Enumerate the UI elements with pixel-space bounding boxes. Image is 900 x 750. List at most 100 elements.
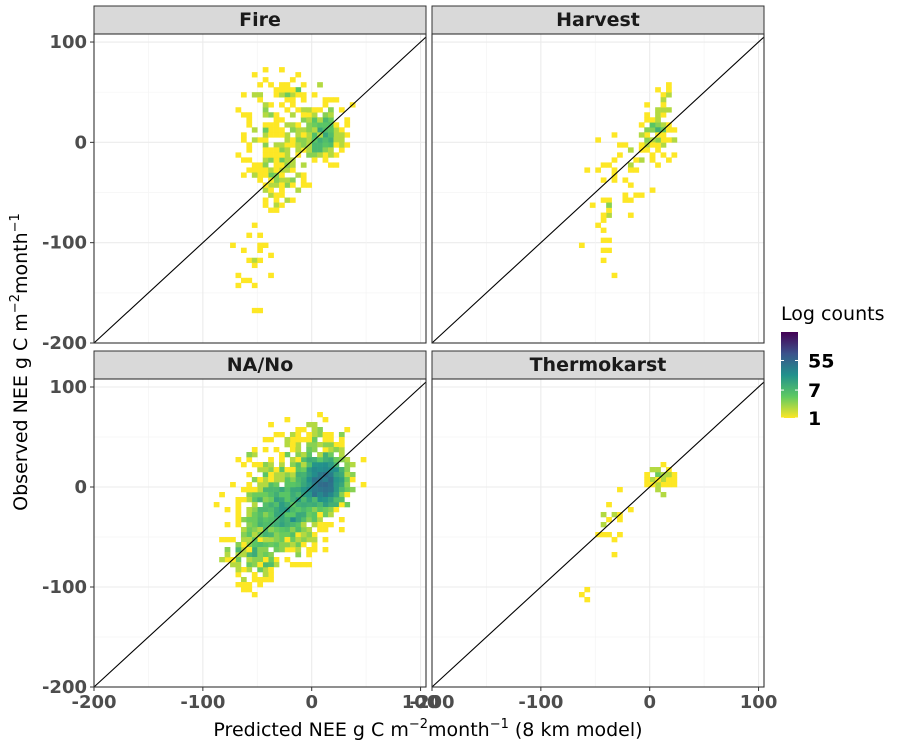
bin-tile: [246, 527, 253, 533]
bin-tile: [268, 527, 274, 533]
bin-tile: [262, 162, 269, 168]
bin-tile: [666, 127, 672, 133]
one-to-one-line: [93, 381, 427, 688]
bin-tile: [224, 537, 231, 543]
bin-tile: [268, 552, 274, 558]
bin-tile: [644, 482, 650, 488]
bin-tile: [251, 307, 258, 314]
bin-tile: [328, 522, 334, 528]
bin-tile: [617, 152, 623, 158]
one-to-one-line: [431, 381, 765, 688]
bin-tile: [284, 137, 291, 143]
bin-tile: [279, 537, 285, 543]
bin-tile: [246, 512, 253, 518]
bin-tile: [235, 107, 242, 113]
x-tick-label: -200: [71, 692, 116, 713]
bin-tile: [627, 212, 634, 218]
bin-tile: [322, 497, 329, 503]
bin-tile: [295, 462, 302, 468]
bin-tile: [246, 452, 253, 458]
bin-tile: [279, 117, 285, 123]
bin-tile: [262, 512, 269, 518]
bin-tile: [328, 472, 334, 478]
bin-tile: [289, 442, 296, 448]
bin-tile: [655, 147, 661, 153]
bin-tile: [246, 147, 253, 153]
bin-tile: [306, 437, 312, 443]
bin-tile: [300, 532, 307, 538]
legend-break-label: 1: [808, 408, 821, 430]
bin-tile: [660, 107, 667, 113]
bin-tile: [295, 487, 302, 493]
bin-tile: [306, 147, 312, 153]
bin-tiles: [230, 67, 356, 314]
bin-tile: [328, 142, 334, 148]
bin-tile: [295, 477, 302, 483]
bin-tile: [344, 132, 351, 138]
bin-tile: [300, 107, 307, 113]
bin-tile: [240, 552, 247, 558]
bin-tile: [279, 527, 285, 533]
bin-tile: [328, 452, 334, 458]
bin-tile: [595, 137, 602, 143]
bin-tile: [262, 507, 269, 513]
bin-tile: [246, 457, 253, 463]
bin-tile: [311, 107, 318, 113]
bin-tile: [284, 492, 291, 498]
bin-tile: [284, 152, 291, 158]
bin-tile: [262, 67, 269, 73]
bin-tile: [306, 482, 312, 488]
bin-tile: [268, 147, 274, 153]
bin-tile: [279, 522, 285, 528]
bin-tile: [306, 527, 312, 533]
bin-tile: [300, 127, 307, 133]
bin-tile: [606, 502, 612, 508]
legend-break-label: 55: [808, 350, 834, 372]
bin-tile: [257, 507, 264, 513]
bin-tile: [295, 87, 302, 93]
bin-tile: [257, 247, 264, 254]
bin-tile: [257, 97, 264, 103]
bin-tile: [224, 552, 231, 558]
bin-tile: [300, 517, 307, 523]
facet-panel-thermokarst: Thermokarst: [431, 350, 765, 688]
bin-tile: [262, 147, 269, 153]
facet-strip: [431, 5, 765, 35]
bin-tile: [311, 507, 318, 513]
bin-tile: [289, 162, 296, 168]
bin-tile: [279, 547, 285, 553]
bin-tile: [333, 447, 340, 453]
bin-tile: [279, 192, 285, 198]
bin-tile: [289, 142, 296, 148]
bin-tile: [660, 112, 667, 118]
bin-tile: [279, 152, 285, 158]
y-tick-label: 0: [74, 477, 87, 498]
bin-tile: [328, 117, 334, 123]
bin-tile: [262, 577, 269, 583]
bin-tile: [600, 532, 607, 538]
bin-tile: [289, 562, 296, 568]
bin-tile: [289, 122, 296, 128]
bin-tile: [311, 512, 318, 518]
bin-tile: [279, 147, 285, 153]
bin-tile: [289, 432, 296, 438]
bin-tile: [262, 542, 269, 548]
bin-tile: [289, 477, 296, 483]
bin-tile: [262, 157, 269, 163]
bin-tile: [289, 182, 296, 188]
bin-tile: [317, 482, 323, 488]
bin-tile: [660, 97, 667, 103]
bin-tile: [306, 507, 312, 513]
bin-tile: [240, 537, 247, 543]
bin-tile: [627, 162, 634, 168]
bin-tile: [300, 437, 307, 443]
bin-tile: [273, 152, 280, 158]
bin-tile: [606, 162, 612, 168]
bin-tile: [306, 132, 312, 138]
bin-tile: [273, 477, 280, 483]
bin-tile: [279, 492, 285, 498]
bin-tile: [300, 477, 307, 483]
bin-tile: [295, 452, 302, 458]
bin-tile: [235, 507, 242, 513]
